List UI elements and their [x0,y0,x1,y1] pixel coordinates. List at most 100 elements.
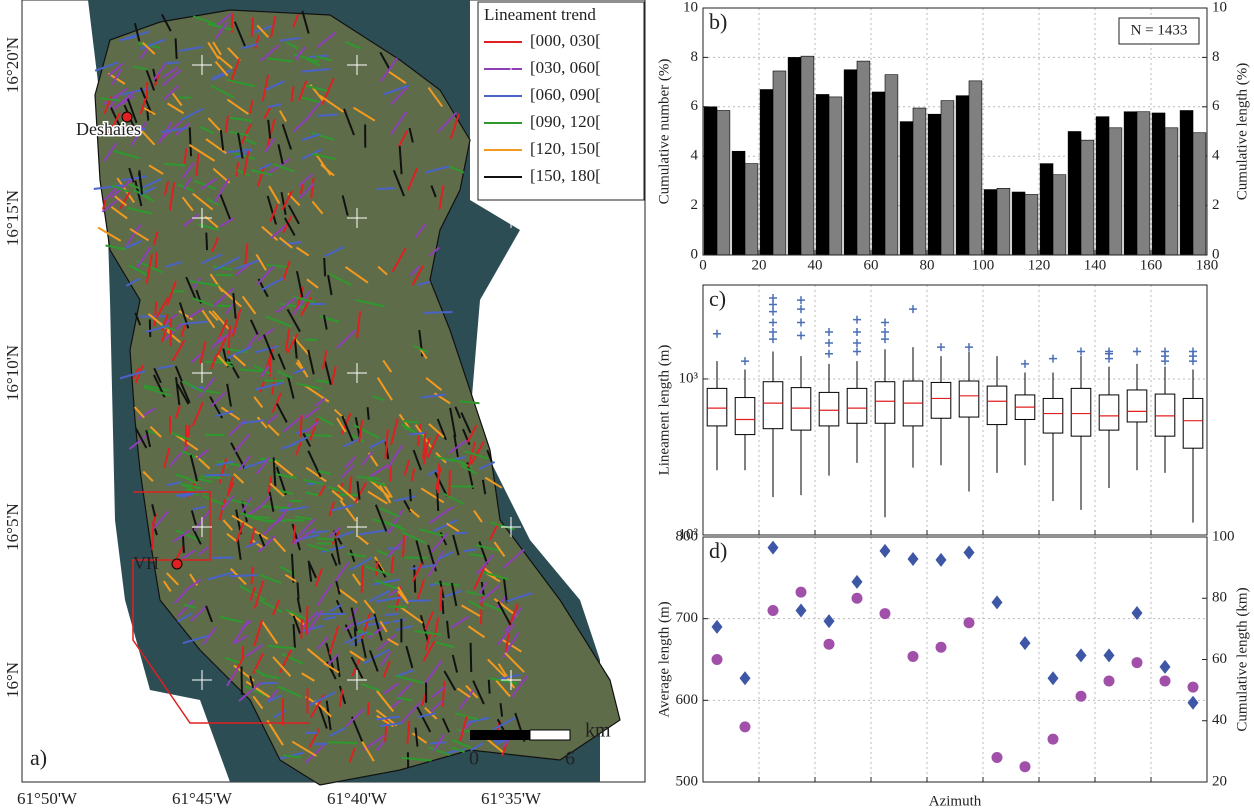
lineament [295,441,302,456]
lineament [219,217,235,228]
lineament [302,478,324,486]
bar [955,95,970,256]
lineament [413,345,429,354]
bar [912,107,927,256]
panel-label: b) [709,9,727,34]
box [1182,397,1204,449]
lineament [227,47,241,62]
lineament [291,740,317,757]
outlier [853,347,861,356]
lineament [467,716,491,724]
bar [787,57,802,256]
lineament [487,679,491,694]
lineament [394,495,417,502]
point [1075,648,1087,663]
outlier [881,318,889,327]
lineament [264,137,276,153]
place-marker [121,111,133,123]
lineament [272,457,277,487]
lineament [181,196,194,212]
lineament [392,618,406,624]
lineament [379,507,400,518]
y2-tick-label: 8 [1212,49,1220,65]
bar [716,110,731,256]
lineament [495,595,507,610]
lineament [343,437,362,448]
lineament [414,629,442,636]
lineament [241,43,259,50]
lineament [204,360,233,364]
lineament [308,691,336,707]
lineament [316,537,337,541]
lineament [402,599,431,603]
lineament [254,35,260,49]
lineament [284,518,305,522]
lineament [292,336,312,358]
lineament [240,620,252,630]
lineament [390,556,395,574]
bar [856,60,871,256]
lineament [372,395,385,402]
lineament [407,167,419,191]
lineament [334,538,341,565]
lineament [175,529,202,542]
lineament [422,431,427,460]
lineament [344,456,357,469]
bar [703,106,718,256]
lineament [290,86,295,102]
outlier [769,318,777,327]
box [790,387,812,431]
point [823,638,835,650]
lineament [103,185,119,201]
lineament [398,605,424,624]
box [1154,393,1176,437]
bar [1011,191,1026,256]
lineament [215,410,234,418]
bar [1179,110,1194,256]
lineament [325,642,335,671]
lineament [338,689,344,708]
lineament [223,148,253,154]
lineament [298,182,315,199]
lineament [415,540,424,565]
lineament [153,72,161,87]
study-outline [132,491,310,724]
lineament [323,615,337,621]
lineament [321,350,328,370]
lineament [321,77,335,106]
lat-label: 16°10'N [3,345,22,401]
point [1131,657,1143,669]
lineament [448,439,468,454]
lineament [139,38,166,50]
lineament [182,380,205,394]
lineament [287,204,300,225]
lineament [281,190,294,211]
lineament [469,553,486,558]
lineament [279,110,287,123]
outlier [1021,359,1029,368]
lineament [173,529,191,543]
lineament [126,181,149,194]
lineament [388,71,407,84]
lineament [372,518,402,528]
scale-tick: 6 [565,748,575,770]
x-tick-label: 140 [1084,257,1107,273]
lineament [281,652,304,665]
lineament [460,412,472,434]
lineament [292,295,316,304]
lineament [286,375,295,399]
lineament [272,163,295,173]
lineament [200,475,223,480]
lineament [302,433,312,448]
place-marker [171,558,183,570]
lineament [94,61,119,72]
lineament [470,741,485,752]
lineament [372,578,399,586]
lineament [374,579,400,591]
lineament [167,430,191,441]
lineament [300,611,318,630]
scale-bar [470,730,530,740]
lineament [317,485,326,497]
lineament [270,224,287,240]
legend-label: [030, 060[ [530,58,601,77]
